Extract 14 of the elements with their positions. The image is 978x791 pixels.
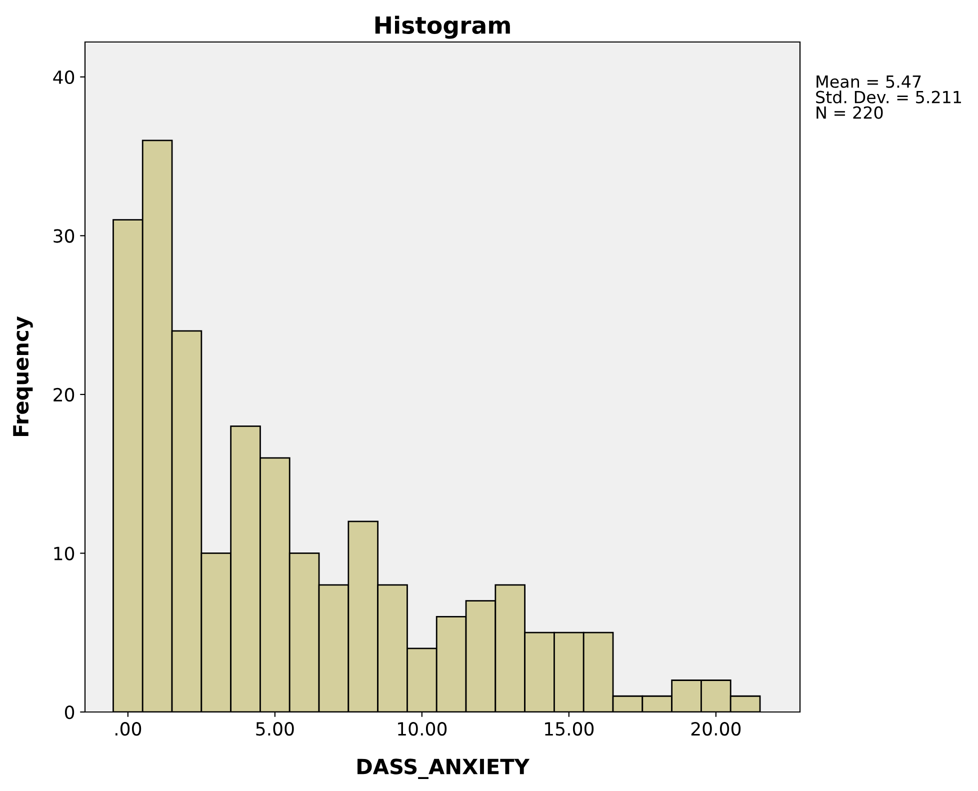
x-tick-label: 5.00 xyxy=(256,722,294,736)
x-axis-title: DASS_ANXIETY xyxy=(358,758,530,780)
x-tick-label: 10.00 xyxy=(398,722,447,736)
y-tick-label: 10 xyxy=(54,546,74,560)
chart-title: Histogram xyxy=(375,16,510,39)
y-tick-label: 20 xyxy=(54,388,74,402)
text: Mean = 5.47 Std. Dev. = 5.211 N = 220 xyxy=(816,76,961,119)
x-tick-label: 15.00 xyxy=(545,722,594,736)
y-tick-label: 0 xyxy=(64,705,74,720)
y-tick-label: 30 xyxy=(54,229,74,243)
x-tick-label: .00 xyxy=(115,722,142,736)
y-tick-label: 40 xyxy=(53,70,74,84)
x-tick-label: 20.00 xyxy=(691,722,741,736)
y-axis-title: Frequency xyxy=(13,316,33,436)
